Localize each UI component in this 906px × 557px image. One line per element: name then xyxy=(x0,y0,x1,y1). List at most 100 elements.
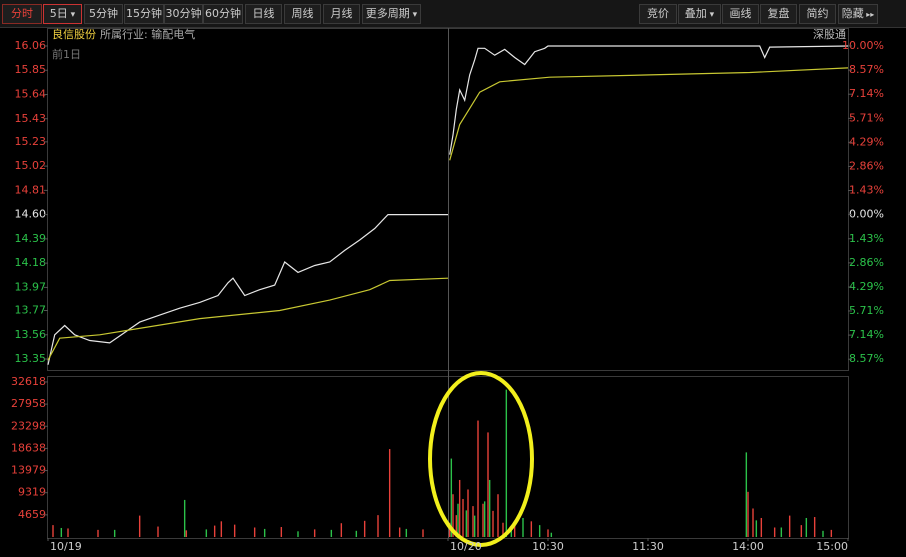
tab-button[interactable]: 周线 xyxy=(284,4,321,24)
y-tick-label: 15.43 xyxy=(15,112,47,125)
volume-bar xyxy=(830,529,833,537)
volume-bar xyxy=(52,525,54,537)
y-tick-label: 14.60 xyxy=(15,208,47,221)
volume-bar xyxy=(482,503,484,537)
channel-label: 深股通 xyxy=(813,28,846,41)
x-tick-label: 10/19 xyxy=(50,540,82,553)
tab-button[interactable]: 更多周期 xyxy=(362,4,421,24)
y2-tick-label: 1.43% xyxy=(849,184,884,197)
volume-bar xyxy=(377,515,379,537)
y2-tick-label: 0.00% xyxy=(849,208,884,221)
y-tick-label: 15.23 xyxy=(15,135,47,148)
volume-bar xyxy=(502,522,504,537)
x-tick-label: 14:00 xyxy=(732,540,764,553)
volume-bar xyxy=(822,530,824,537)
tab-button[interactable]: 60分钟 xyxy=(203,4,243,24)
volume-bar xyxy=(752,508,754,537)
x-tick-label: 11:30 xyxy=(632,540,664,553)
volume-bar xyxy=(473,515,476,537)
volume-bar xyxy=(522,517,524,537)
tab-button[interactable]: 5日 xyxy=(43,4,82,24)
volume-bar xyxy=(773,527,776,537)
tab-button[interactable]: 15分钟 xyxy=(124,4,164,24)
volume-tick-label: 23298 xyxy=(11,419,46,432)
volume-bar xyxy=(488,479,491,537)
volume-tick-label: 18638 xyxy=(11,441,46,454)
price-line xyxy=(47,277,449,361)
volume-bar xyxy=(67,528,69,537)
tool-button[interactable]: 隐藏 xyxy=(838,4,878,24)
tab-button[interactable]: 月线 xyxy=(323,4,360,24)
volume-bar xyxy=(800,525,803,537)
tool-button[interactable]: 简约 xyxy=(799,4,836,24)
y-tick-label: 14.18 xyxy=(15,256,47,269)
volume-bar xyxy=(60,527,63,537)
volume-bar xyxy=(297,531,299,537)
y-tick-label: 13.97 xyxy=(15,280,47,293)
volume-bar xyxy=(280,527,283,537)
volume-bar xyxy=(405,528,408,537)
tab-button[interactable]: 5分钟 xyxy=(84,4,123,24)
volume-bar xyxy=(213,525,216,537)
tab-button[interactable]: 日线 xyxy=(245,4,282,24)
period-label: 前1日 xyxy=(52,47,81,61)
tool-button[interactable]: 复盘 xyxy=(760,4,797,24)
volume-bar xyxy=(113,529,116,537)
volume-bar xyxy=(455,515,458,537)
y2-tick-label: 8.57% xyxy=(849,352,884,365)
toolbar: 分时 5日 5分钟 15分钟 30分钟 60分钟 日线 周线 月线 更多周期 竞… xyxy=(0,0,906,28)
x-tick-label: 10/20 xyxy=(450,540,482,553)
volume-bar xyxy=(505,389,508,537)
volume-bar xyxy=(398,527,401,537)
tool-button[interactable]: 叠加 xyxy=(678,4,721,24)
y-tick-label: 16.06 xyxy=(15,39,47,52)
y-tick-label: 15.02 xyxy=(15,159,47,172)
tab-button[interactable]: 30分钟 xyxy=(164,4,203,24)
volume-bar xyxy=(538,525,541,537)
volume-bar xyxy=(483,501,486,537)
volume-tick-label: 9319 xyxy=(18,486,46,499)
y-tick-label: 14.39 xyxy=(15,232,47,245)
y-tick-label: 13.35 xyxy=(15,352,47,365)
y-tick-label: 15.64 xyxy=(15,87,47,100)
volume-bar xyxy=(157,526,159,537)
y2-tick-label: 8.57% xyxy=(849,63,884,76)
volume-bar xyxy=(467,489,469,537)
volume-bar xyxy=(458,479,461,537)
volume-bar xyxy=(530,521,533,537)
volume-bar xyxy=(340,523,343,537)
y2-tick-label: 4.29% xyxy=(849,280,884,293)
volume-bar xyxy=(472,506,474,537)
volume-bar xyxy=(513,525,516,537)
volume-bar xyxy=(422,529,424,537)
volume-bar xyxy=(450,458,453,537)
price-line xyxy=(47,214,448,365)
tool-button[interactable]: 竞价 xyxy=(639,4,677,24)
volume-bar xyxy=(510,526,513,537)
volume-tick-label: 13979 xyxy=(11,464,46,477)
volume-bar xyxy=(388,449,391,537)
volume-bar xyxy=(805,517,808,537)
volume-bar xyxy=(487,432,489,537)
volume-bar xyxy=(183,499,186,537)
volume-bar xyxy=(465,510,468,537)
y2-tick-label: 5.71% xyxy=(849,111,884,124)
volume-bar xyxy=(457,503,459,537)
volume-tick-label: 4659 xyxy=(18,508,46,521)
volume-bar xyxy=(780,527,783,537)
tab-button[interactable]: 分时 xyxy=(2,4,42,24)
volume-bar xyxy=(497,494,499,537)
y2-tick-label: 7.14% xyxy=(849,87,884,100)
y2-tick-label: 2.86% xyxy=(849,256,884,269)
volume-bar xyxy=(205,529,208,537)
volume-tick-label: 32618 xyxy=(11,375,46,388)
tool-button[interactable]: 画线 xyxy=(722,4,759,24)
volume-bar xyxy=(263,528,266,537)
y-tick-label: 13.77 xyxy=(15,304,47,317)
price-line xyxy=(449,45,849,155)
y2-tick-label: 4.29% xyxy=(849,135,884,148)
y2-tick-label: 7.14% xyxy=(849,328,884,341)
y-tick-label: 15.85 xyxy=(15,63,47,76)
